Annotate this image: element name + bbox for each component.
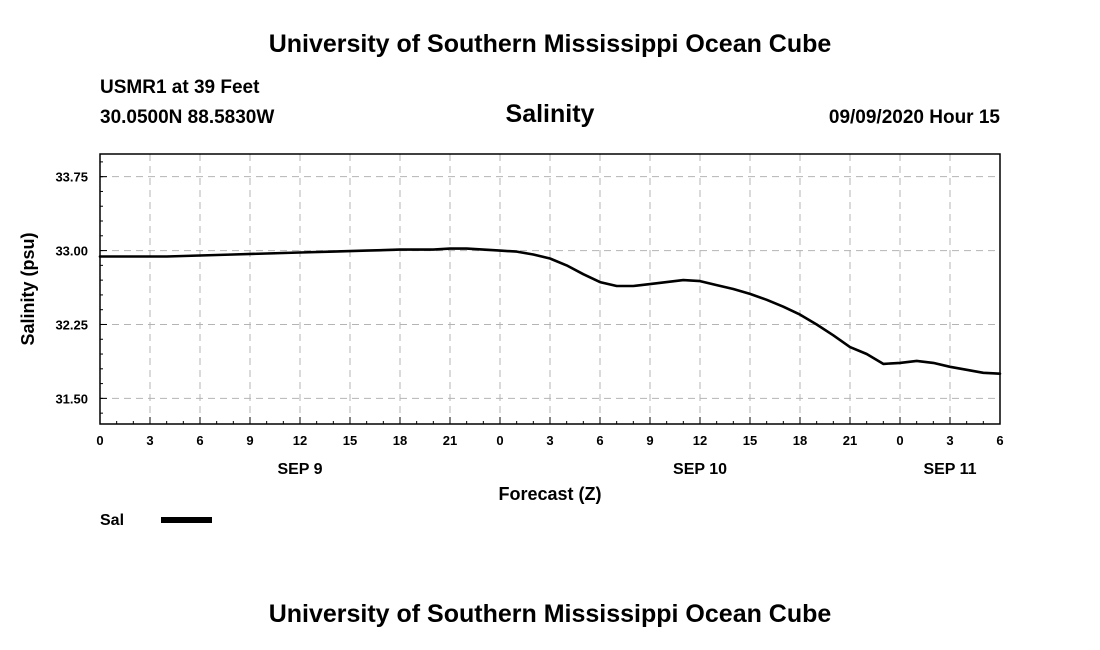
forecast-datetime: 09/09/2020 Hour 15 [828, 107, 1000, 128]
series-layer [98, 247, 1002, 376]
axis-labels: 0 3 6 9 12 15 18 21 0 3 6 9 12 15 18 21 0 3 6 31.50 32.25 33.… [55, 170, 1003, 478]
y-tick-label: 33.75 [55, 170, 88, 185]
grid [100, 154, 1000, 424]
y-axis-title: Salinity (psu) [18, 232, 38, 345]
x-tick-label: 0 [896, 433, 903, 448]
date-label: SEP 11 [923, 461, 976, 478]
x-tick-label: 12 [693, 433, 707, 448]
x-tick-label: 9 [646, 433, 653, 448]
x-tick-label: 6 [596, 433, 603, 448]
x-tick-label: 3 [946, 433, 953, 448]
x-tick-label: 3 [546, 433, 553, 448]
x-tick-label: 18 [393, 433, 407, 448]
x-tick-label: 3 [146, 433, 153, 448]
y-tick-label: 31.50 [55, 391, 88, 406]
y-tick-label: 33.00 [55, 244, 88, 259]
x-tick-label: 9 [246, 433, 253, 448]
x-tick-label: 0 [96, 433, 103, 448]
legend-label: Sal [100, 512, 124, 529]
x-tick-label: 18 [793, 433, 807, 448]
chart-subtitle: Salinity [505, 100, 595, 128]
x-tick-label: 21 [443, 433, 457, 448]
chart-title: University of Southern Mississippi Ocean… [268, 30, 832, 58]
plot-frame [99, 153, 1001, 425]
date-label: SEP 10 [673, 461, 727, 478]
x-tick-label: 21 [843, 433, 857, 448]
series-line-sal [98, 247, 1002, 376]
legend: Sal [100, 512, 212, 529]
x-tick-label: 6 [996, 433, 1003, 448]
station-coordinates: 30.0500N 88.5830W [100, 107, 275, 128]
x-tick-label: 15 [743, 433, 757, 448]
x-tick-label: 12 [293, 433, 307, 448]
station-label: USMR1 at 39 Feet [100, 77, 260, 98]
x-axis-title: Forecast (Z) [498, 484, 601, 504]
x-tick-label: 15 [343, 433, 357, 448]
x-tick-label: 6 [196, 433, 203, 448]
x-tick-label: 0 [496, 433, 503, 448]
date-label: SEP 9 [277, 461, 322, 478]
y-tick-label: 32.25 [55, 317, 88, 332]
footer-title: University of Southern Mississippi Ocean… [268, 600, 832, 628]
